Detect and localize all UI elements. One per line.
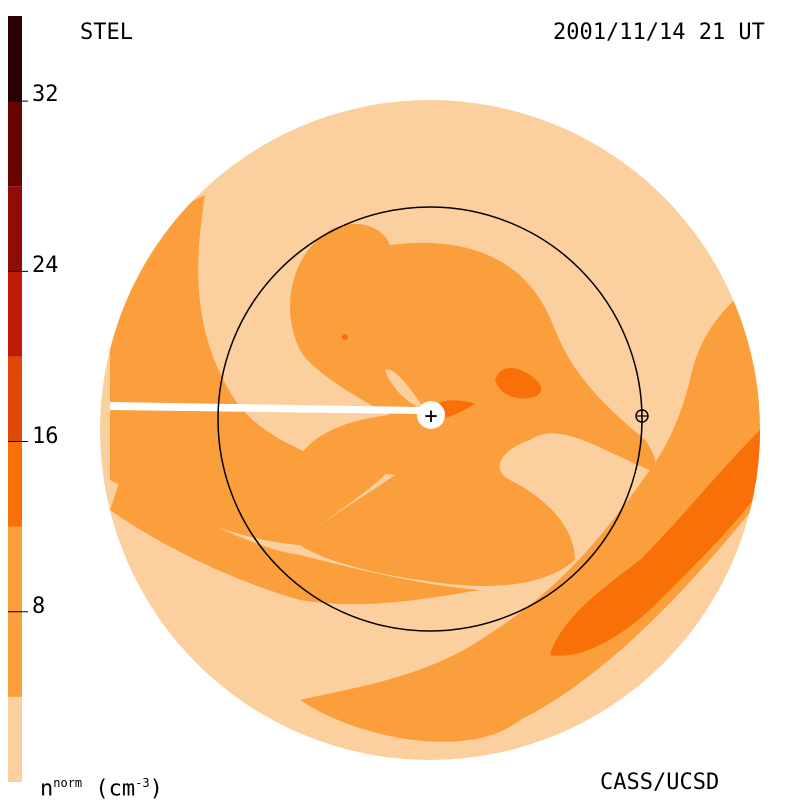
colorbar-band-5 — [8, 186, 22, 272]
density-region-left — [110, 195, 390, 545]
sun-disk — [417, 401, 445, 429]
density-contours — [100, 100, 760, 760]
colorbar-tick-8: 8 — [32, 594, 46, 619]
colorbar-tick-24: 24 — [32, 253, 59, 278]
density-region-lower — [110, 480, 480, 605]
colorbar-band-6 — [8, 101, 22, 187]
unit-open: (cm — [82, 776, 136, 801]
density-region-right — [300, 280, 760, 742]
sun-symbol: + — [424, 404, 437, 429]
instrument-label: STEL — [80, 20, 133, 45]
data-gap — [110, 402, 420, 414]
unit-superscript: -3 — [135, 776, 150, 790]
unit-close: ) — [149, 776, 163, 801]
density-blob-high — [495, 368, 542, 399]
timestamp-label: 2001/11/14 21 UT — [553, 20, 765, 45]
quantity-symbol: n — [40, 776, 54, 801]
quantity-superscript: norm — [53, 776, 83, 790]
credit-label: CASS/UCSD — [600, 770, 720, 795]
colorbar-band-0 — [8, 696, 22, 782]
colorbar-unit-label: nnorm (cm-3) — [40, 772, 163, 800]
density-region-high — [550, 430, 760, 656]
colorbar-band-3 — [8, 356, 22, 442]
density-wedge — [385, 369, 425, 410]
earth-icon — [635, 409, 649, 423]
colorbar-band-7 — [8, 16, 22, 102]
colorbar-bands — [8, 16, 28, 782]
colorbar-band-4 — [8, 271, 22, 357]
colorbar-tick-16: 16 — [32, 424, 59, 449]
colorbar-band-2 — [8, 441, 22, 527]
colorbar-tick-32: 32 — [32, 82, 59, 107]
density-blob-sun — [435, 400, 475, 418]
density-dot — [342, 334, 348, 340]
